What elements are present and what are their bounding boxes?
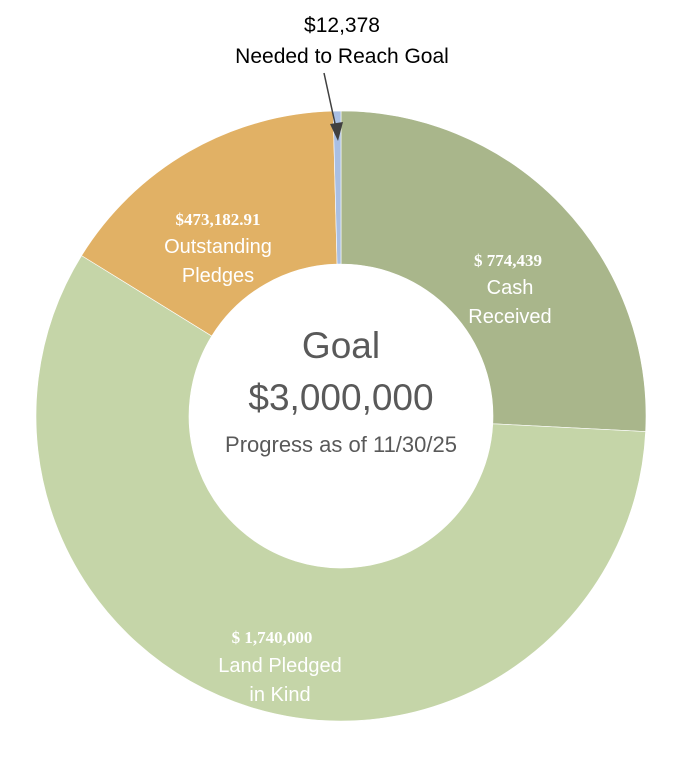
slice-cash-received [340,110,647,432]
land-value-label: $ 1,740,000 [232,628,313,647]
needed-callout-arrowhead [330,122,343,141]
needed-callout-line [323,72,337,129]
slice-land-pledged [35,255,646,722]
land-label-line1: Land Pledged [218,655,341,677]
center-amount: $3,000,000 [248,377,433,418]
pledges-label-line1: Outstanding [164,236,272,258]
needed-value-label: $12,378 [304,14,380,37]
cash-value-label: $ 774,439 [474,251,542,270]
land-label-line2: in Kind [249,684,310,706]
slice-needed-to-reach-goal [332,110,342,265]
cash-label-line1: Cash [487,277,534,299]
pledges-value-label: $473,182.91 [176,210,261,229]
needed-label: Needed to Reach Goal [235,45,449,68]
donut-slices [35,110,647,722]
pledges-label-line2: Pledges [182,265,254,287]
center-title: Goal [302,325,380,366]
slice-outstanding-pledges [81,110,338,337]
center-subtitle: Progress as of 11/30/25 [225,432,457,457]
cash-label-line2: Received [468,306,551,328]
